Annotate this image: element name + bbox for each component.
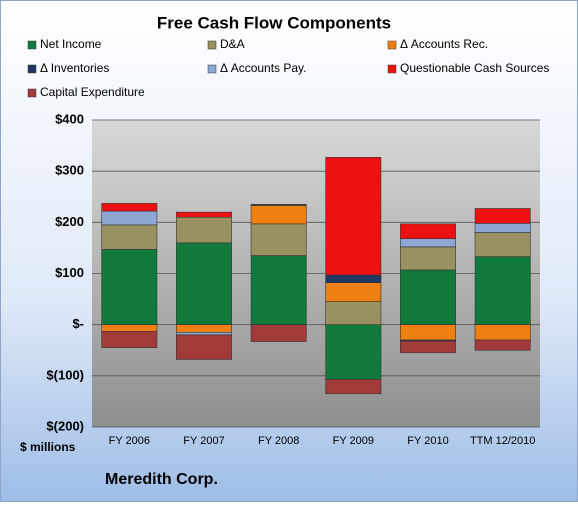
bar-segment bbox=[176, 324, 232, 333]
legend-swatch bbox=[27, 40, 37, 50]
bar-segment bbox=[250, 324, 307, 342]
bar-segment bbox=[474, 256, 531, 325]
legend-label: Net Income bbox=[40, 37, 102, 51]
legend-swatch bbox=[387, 40, 397, 50]
bar-segment bbox=[474, 223, 531, 233]
bar-segment bbox=[474, 339, 531, 351]
bar-segment bbox=[400, 324, 456, 341]
bar-segment bbox=[101, 224, 158, 250]
x-tick-label: FY 2010 bbox=[407, 435, 448, 447]
bar-segment bbox=[101, 210, 158, 226]
bar-segment bbox=[101, 331, 158, 348]
legend-swatch bbox=[387, 64, 397, 74]
bar-segment bbox=[400, 340, 456, 354]
annotation: Meredith Corp. bbox=[105, 471, 218, 488]
x-tick-label: FY 2006 bbox=[109, 435, 150, 447]
legend-label: Δ Inventories bbox=[40, 61, 109, 75]
legend-label: Capital Expenditure bbox=[40, 85, 145, 99]
bar-segment bbox=[474, 208, 531, 224]
x-tick-label: FY 2008 bbox=[258, 435, 299, 447]
bar-segment bbox=[250, 223, 307, 256]
y-tick-label: $100 bbox=[55, 265, 84, 280]
legend-label: Δ Accounts Pay. bbox=[220, 61, 307, 75]
bar-segment bbox=[101, 249, 158, 325]
bar-segment bbox=[101, 203, 158, 212]
y-tick-label: $200 bbox=[55, 214, 84, 229]
bar-segment bbox=[176, 242, 232, 325]
y-tick-label: $(100) bbox=[46, 367, 84, 382]
bar-segment bbox=[176, 334, 232, 360]
legend-label: Δ Accounts Rec. bbox=[400, 37, 488, 51]
bar-segment bbox=[101, 324, 158, 332]
x-tick-label: FY 2007 bbox=[183, 435, 224, 447]
bar-segment bbox=[176, 211, 232, 218]
bar-segment bbox=[325, 379, 382, 395]
bar-segment bbox=[400, 238, 456, 248]
bar-segment bbox=[400, 223, 456, 240]
legend-label: D&A bbox=[220, 37, 245, 51]
bar-segment bbox=[474, 232, 531, 257]
bar-segment bbox=[176, 216, 232, 244]
bar-segment bbox=[176, 332, 232, 336]
y-tick-label: $400 bbox=[55, 111, 84, 126]
bar-segment bbox=[474, 324, 531, 341]
bar-segment bbox=[400, 269, 456, 325]
bar-segment bbox=[250, 255, 307, 325]
y-tick-label: $- bbox=[72, 316, 84, 331]
bar-segment bbox=[325, 324, 382, 380]
bar-segment bbox=[325, 301, 382, 325]
bar-segment bbox=[400, 246, 456, 271]
chart-title: Free Cash Flow Components bbox=[157, 13, 391, 32]
legend-swatch bbox=[27, 64, 37, 74]
bar-segment bbox=[325, 157, 382, 276]
y-tick-label: $300 bbox=[55, 163, 84, 178]
legend-swatch bbox=[207, 40, 217, 50]
x-tick-label: TTM 12/2010 bbox=[470, 435, 535, 447]
x-tick-label: FY 2009 bbox=[333, 435, 374, 447]
y-axis-label: $ millions bbox=[20, 440, 76, 454]
bar-segment bbox=[250, 204, 307, 206]
y-tick-label: $(200) bbox=[46, 418, 84, 433]
bar-segment bbox=[250, 205, 307, 225]
bar-segment bbox=[325, 274, 382, 284]
legend-label: Questionable Cash Sources bbox=[400, 61, 549, 75]
legend-swatch bbox=[207, 64, 217, 74]
bar-segment bbox=[325, 282, 382, 302]
legend-swatch bbox=[27, 88, 37, 98]
